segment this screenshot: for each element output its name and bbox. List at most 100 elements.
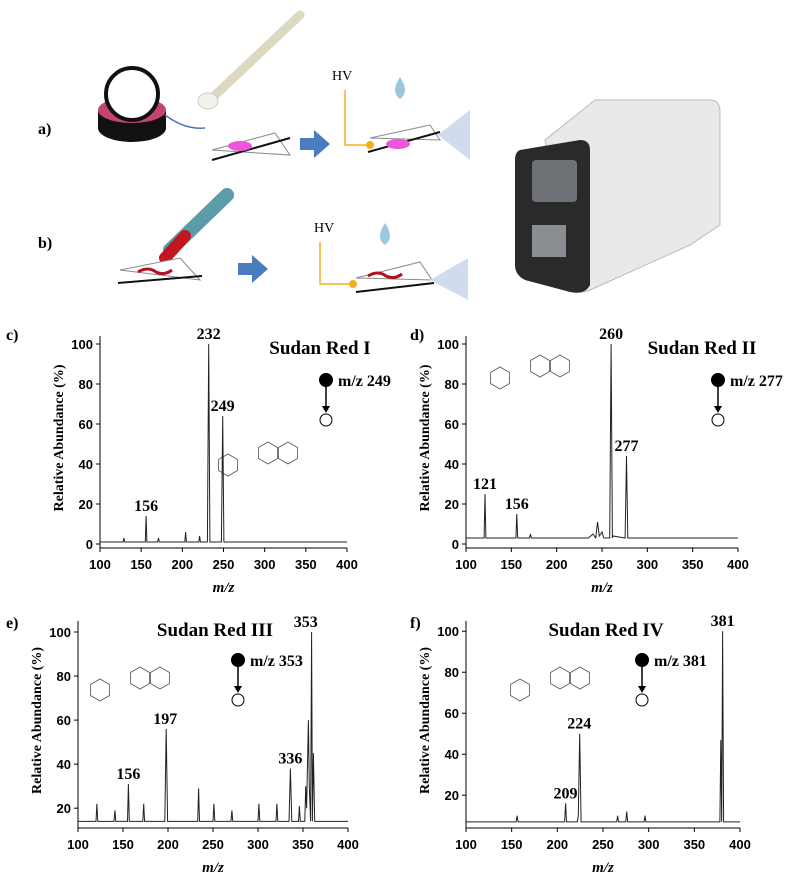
spectrum-line — [466, 631, 740, 823]
x-tick-label: 400 — [336, 557, 358, 572]
x-axis-label: m/z — [213, 580, 235, 596]
schematic: a) b) HV HV — [38, 10, 721, 300]
y-tick-label: 20 — [445, 788, 459, 803]
structure — [130, 666, 150, 690]
fragment-arrow — [714, 406, 722, 413]
hv-label: HV — [332, 69, 352, 84]
peak-label: 381 — [711, 613, 735, 630]
y-tick-label: 20 — [57, 801, 71, 816]
x-tick-label: 350 — [683, 837, 705, 852]
x-tick-label: 250 — [591, 557, 613, 572]
y-tick-label: 100 — [71, 337, 93, 352]
y-axis-label: Relative Abundance (%) — [30, 647, 45, 794]
compact-mirror — [104, 66, 160, 122]
peak-label: 232 — [197, 326, 221, 343]
structure — [90, 678, 110, 702]
device-inlet — [532, 225, 566, 257]
peak-label: 336 — [278, 751, 302, 768]
panel-label: f) — [410, 615, 421, 632]
y-tick-label: 100 — [437, 337, 459, 352]
slide — [119, 257, 202, 281]
y-tick-label: 40 — [445, 457, 459, 472]
chart: 100 150 200 250 300 350 400 0 20 40 60 80 100 m/z Rela… — [6, 326, 391, 596]
x-tick-label: 100 — [455, 557, 477, 572]
structure — [550, 354, 570, 378]
peak-label: 209 — [554, 785, 578, 802]
panel-label: c) — [6, 327, 18, 344]
arrow — [238, 255, 268, 283]
x-tick-label: 100 — [455, 837, 477, 852]
swab — [205, 10, 305, 105]
panel-label: b) — [38, 235, 52, 252]
chart: 100 150 200 250 300 350 400 20 40 60 80 100 m/z Relat… — [6, 614, 359, 876]
fragment-ion — [711, 413, 725, 427]
hv-label: HV — [314, 221, 334, 236]
peak-label: 353 — [294, 614, 318, 631]
y-tick-label: 80 — [445, 665, 459, 680]
y-tick-label: 100 — [437, 624, 459, 639]
electrode — [349, 280, 357, 288]
peak-label: 277 — [614, 438, 638, 455]
sample — [137, 267, 173, 276]
y-tick-label: 20 — [79, 497, 93, 512]
x-axis-label: m/z — [592, 860, 614, 876]
x-tick-label: 250 — [592, 837, 614, 852]
y-axis-label: Relative Abundance (%) — [52, 364, 67, 511]
x-tick-label: 200 — [157, 837, 179, 852]
droplet — [395, 77, 405, 99]
x-tick-label: 350 — [295, 557, 317, 572]
x-tick-label: 250 — [213, 557, 235, 572]
lipstick — [159, 230, 191, 264]
y-tick-label: 60 — [57, 713, 71, 728]
x-tick-label: 350 — [292, 837, 314, 852]
y-tick-label: 0 — [452, 537, 459, 552]
peak-label: 260 — [599, 326, 623, 343]
spectrum-line — [466, 343, 738, 540]
x-tick-label: 100 — [67, 837, 89, 852]
fragment-ion — [231, 693, 245, 707]
x-tick-label: 350 — [682, 557, 704, 572]
spray — [438, 110, 470, 160]
structure — [570, 666, 590, 690]
x-tick-label: 200 — [546, 557, 568, 572]
peak-label: 224 — [567, 716, 591, 733]
x-axis-label: m/z — [202, 860, 224, 876]
precursor-label: m/z 353 — [250, 653, 303, 670]
chart: 100 150 200 250 300 350 400 0 20 40 60 80 100 m/z Rela… — [410, 326, 783, 596]
peak-label: 121 — [473, 476, 497, 493]
y-tick-label: 80 — [57, 669, 71, 684]
y-tick-label: 60 — [445, 417, 459, 432]
y-tick-label: 100 — [49, 625, 71, 640]
sample — [228, 141, 252, 151]
y-tick-label: 60 — [79, 417, 93, 432]
panel-label: e) — [6, 615, 18, 632]
fragment-ion — [635, 693, 649, 707]
structure — [278, 441, 298, 465]
arrow — [164, 114, 206, 129]
structure — [550, 666, 570, 690]
precursor-label: m/z 381 — [654, 653, 707, 670]
precursor-label: m/z 277 — [730, 373, 783, 390]
spray — [430, 258, 468, 300]
peak-label: 156 — [116, 766, 140, 783]
panel-label: d) — [410, 327, 424, 344]
chart-title: Sudan Red II — [648, 338, 757, 359]
peak-label: 156 — [505, 496, 529, 513]
x-tick-label: 400 — [729, 837, 751, 852]
chart: 100 150 200 250 300 350 400 20 40 60 80 100 m/z Relat… — [410, 613, 751, 876]
x-tick-label: 250 — [202, 837, 224, 852]
peak-label: 197 — [153, 711, 177, 728]
hv-wire — [344, 90, 370, 146]
peak-label: 249 — [211, 398, 235, 415]
x-tick-label: 150 — [130, 557, 152, 572]
x-tick-label: 300 — [247, 837, 269, 852]
slide — [355, 282, 435, 293]
x-axis-label: m/z — [591, 580, 613, 596]
structure — [530, 354, 550, 378]
x-tick-label: 400 — [337, 837, 359, 852]
arrow — [300, 130, 330, 158]
peak-label: 156 — [134, 498, 158, 515]
structure — [510, 678, 530, 702]
y-tick-label: 60 — [445, 706, 459, 721]
